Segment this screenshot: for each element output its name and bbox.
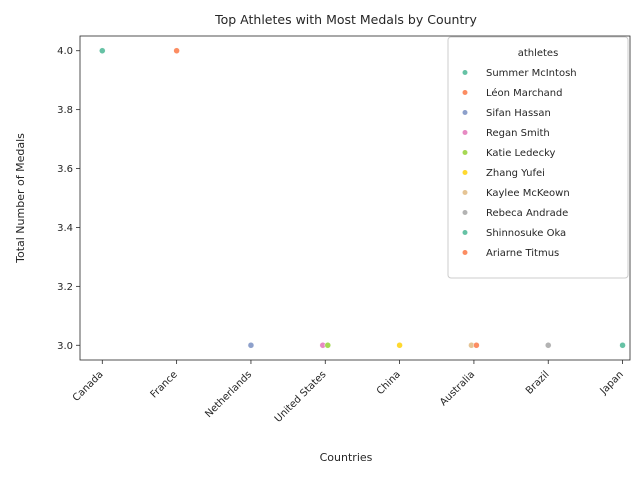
legend-marker [462,90,468,95]
legend-marker [462,250,468,255]
data-points [99,47,626,349]
x-tick-label: Canada [71,369,106,404]
x-tick-label: Australia [438,369,477,408]
legend-label: Ariarne Titmus [486,248,559,259]
x-tick-label: Japan [598,369,626,397]
y-tick-label: 3.2 [57,282,73,293]
plot-frame [79,35,631,361]
legend-marker [462,150,468,155]
y-tick-label: 3.4 [57,223,73,234]
legend: athletes Summer McIntosh Léon Marchand Sif… [447,36,629,279]
legend-label: Summer McIntosh [486,68,577,79]
legend-marker [462,230,468,235]
legend-marker [462,190,468,195]
x-tick-label: China [375,369,403,397]
y-tick-label: 4.0 [57,46,73,57]
data-point [99,47,106,54]
data-point [619,342,626,349]
legend-label: Katie Ledecky [486,148,556,159]
legend-title: athletes [518,48,559,59]
data-point [173,47,180,54]
legend-label: Sifan Hassan [486,108,551,119]
x-tick-label: Netherlands [203,369,254,420]
data-point [247,342,255,349]
legend-marker [462,70,468,75]
legend-label: Rebeca Andrade [486,208,568,219]
legend-marker [462,110,468,115]
data-point [396,342,403,349]
chart-title: Top Athletes with Most Medals by Country [214,12,477,27]
data-point [473,342,480,349]
y-axis-title: Total Number of Medals [14,133,27,264]
y-tick-label: 3.0 [57,341,73,352]
data-point [544,342,552,349]
y-tick-label: 3.8 [57,105,73,116]
legend-marker [462,170,468,175]
legend-marker [462,130,468,135]
legend-label: Zhang Yufei [486,168,545,179]
legend-label: Regan Smith [486,128,550,139]
x-tick-label: United States [273,369,329,425]
x-tick-label: Brazil [524,369,552,397]
legend-label: Shinnosuke Oka [486,228,566,239]
data-point [324,342,332,349]
x-tick-label: France [149,369,180,400]
legend-label: Kaylee McKeown [486,188,570,199]
legend-marker [462,210,468,215]
legend-label: Léon Marchand [486,87,562,99]
y-tick-label: 3.6 [57,164,73,175]
legend-frame [447,36,629,279]
x-axis-title: Countries [320,451,373,464]
